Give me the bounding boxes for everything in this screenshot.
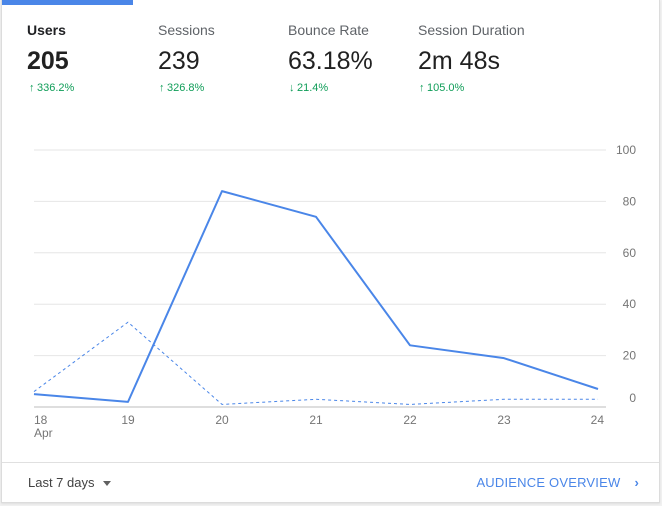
tab-session-duration-value: 2m 48s bbox=[418, 47, 500, 75]
y-tick-label: 0 bbox=[629, 391, 636, 405]
x-tick-label: 19 bbox=[121, 413, 135, 427]
tab-sessions[interactable]: Sessions 239 ↑ 326.8% bbox=[133, 0, 263, 110]
chevron-right-icon: › bbox=[634, 475, 639, 490]
tab-session-duration-change: ↑ 105.0% bbox=[419, 82, 465, 94]
audience-overview-link[interactable]: AUDIENCE OVERVIEW › bbox=[476, 475, 639, 490]
x-tick-label: 21 bbox=[309, 413, 323, 427]
x-tick-label: 23 bbox=[497, 413, 511, 427]
metric-tabs: Users 205 ↑ 336.2% Sessions 239 ↑ 326.8% B… bbox=[2, 0, 659, 110]
tab-users-label: Users bbox=[27, 22, 66, 38]
y-tick-label: 100 bbox=[616, 143, 636, 157]
tab-bounce-rate-value: 63.18% bbox=[288, 47, 373, 75]
date-range-label: Last 7 days bbox=[28, 475, 95, 490]
arrow-up-icon: ↑ bbox=[159, 82, 165, 94]
date-range-select[interactable]: Last 7 days bbox=[28, 475, 111, 490]
active-tab-indicator bbox=[2, 0, 133, 5]
x-tick-sublabel: Apr bbox=[34, 426, 53, 440]
tab-bounce-rate[interactable]: Bounce Rate 63.18% ↓ 21.4% bbox=[263, 0, 393, 110]
tab-bounce-rate-label: Bounce Rate bbox=[288, 22, 369, 38]
tab-users[interactable]: Users 205 ↑ 336.2% bbox=[2, 0, 133, 110]
tab-sessions-value: 239 bbox=[158, 47, 200, 75]
y-tick-label: 20 bbox=[623, 349, 637, 363]
x-tick-label: 18 bbox=[34, 413, 48, 427]
caret-down-icon bbox=[102, 481, 111, 487]
y-tick-label: 80 bbox=[623, 194, 637, 208]
tab-sessions-change: ↑ 326.8% bbox=[159, 82, 205, 94]
arrow-down-icon: ↓ bbox=[289, 82, 295, 94]
x-tick-label: 20 bbox=[215, 413, 229, 427]
y-tick-label: 60 bbox=[623, 246, 637, 260]
x-tick-label: 24 bbox=[591, 413, 605, 427]
tab-users-change: ↑ 336.2% bbox=[29, 82, 75, 94]
tab-sessions-label: Sessions bbox=[158, 22, 215, 38]
tab-session-duration[interactable]: Session Duration 2m 48s ↑ 105.0% bbox=[393, 0, 553, 110]
users-line-chart: 100 80 60 40 20 0 18 19 20 21 22 23 24 Apr bbox=[33, 143, 637, 440]
x-tick-label: 22 bbox=[403, 413, 417, 427]
arrow-up-icon: ↑ bbox=[29, 82, 35, 94]
y-tick-label: 40 bbox=[623, 297, 637, 311]
tab-bounce-rate-change: ↓ 21.4% bbox=[289, 82, 329, 94]
card-footer: Last 7 days AUDIENCE OVERVIEW › bbox=[2, 462, 659, 503]
audience-overview-label: AUDIENCE OVERVIEW bbox=[476, 475, 621, 490]
tab-users-value: 205 bbox=[27, 47, 69, 75]
series-line-previous bbox=[33, 321, 598, 405]
series-line-current bbox=[33, 190, 599, 403]
tab-session-duration-label: Session Duration bbox=[418, 22, 525, 38]
arrow-up-icon: ↑ bbox=[419, 82, 425, 94]
